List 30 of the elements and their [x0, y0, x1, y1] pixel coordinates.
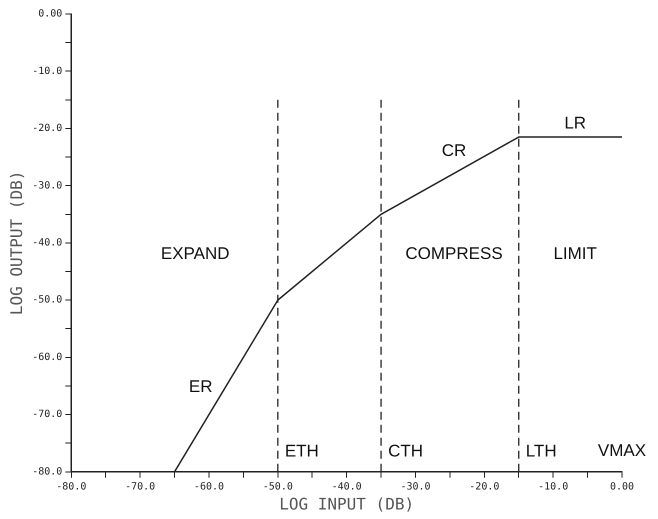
y-tick-label: -40.0	[32, 237, 62, 248]
x-axis-title: LOG INPUT (DB)	[279, 494, 414, 514]
x-tick-label: -40.0	[332, 481, 362, 492]
x-tick-label: -30.0	[400, 481, 431, 492]
y-tick-label: -60.0	[32, 352, 62, 363]
ref-line-label: CTH	[388, 441, 424, 460]
x-tick-label: -50.0	[262, 481, 293, 492]
ref-line-label: ETH	[284, 441, 319, 460]
annotation: CR	[442, 141, 466, 160]
x-tick-label: -80.0	[56, 481, 86, 492]
annotation: EXPAND	[160, 244, 230, 264]
x-tick-label: -70.0	[125, 481, 156, 492]
x-tick-label: -60.0	[194, 481, 224, 492]
annotation: COMPRESS	[405, 244, 503, 264]
y-tick-label: 0.00	[38, 8, 62, 20]
x-tick-label: 0.00	[610, 481, 634, 492]
y-tick-label: -80.0	[32, 466, 62, 478]
x-tick-label: -10.0	[538, 481, 568, 492]
y-axis-title: LOG OUTPUT (DB)	[6, 170, 26, 316]
annotation: LR	[564, 114, 586, 133]
x-tick-label: -20.0	[469, 481, 500, 492]
annotation: LIMIT	[553, 244, 597, 264]
y-tick-label: -50.0	[32, 294, 62, 306]
annotation: ER	[188, 376, 213, 396]
y-tick-label: -20.0	[32, 123, 62, 134]
annotation: VMAX	[598, 440, 646, 460]
y-tick-label: -30.0	[32, 180, 62, 192]
y-tick-label: -70.0	[32, 409, 62, 420]
ref-line-label: LTH	[526, 441, 557, 460]
y-tick-label: -10.0	[32, 66, 62, 77]
